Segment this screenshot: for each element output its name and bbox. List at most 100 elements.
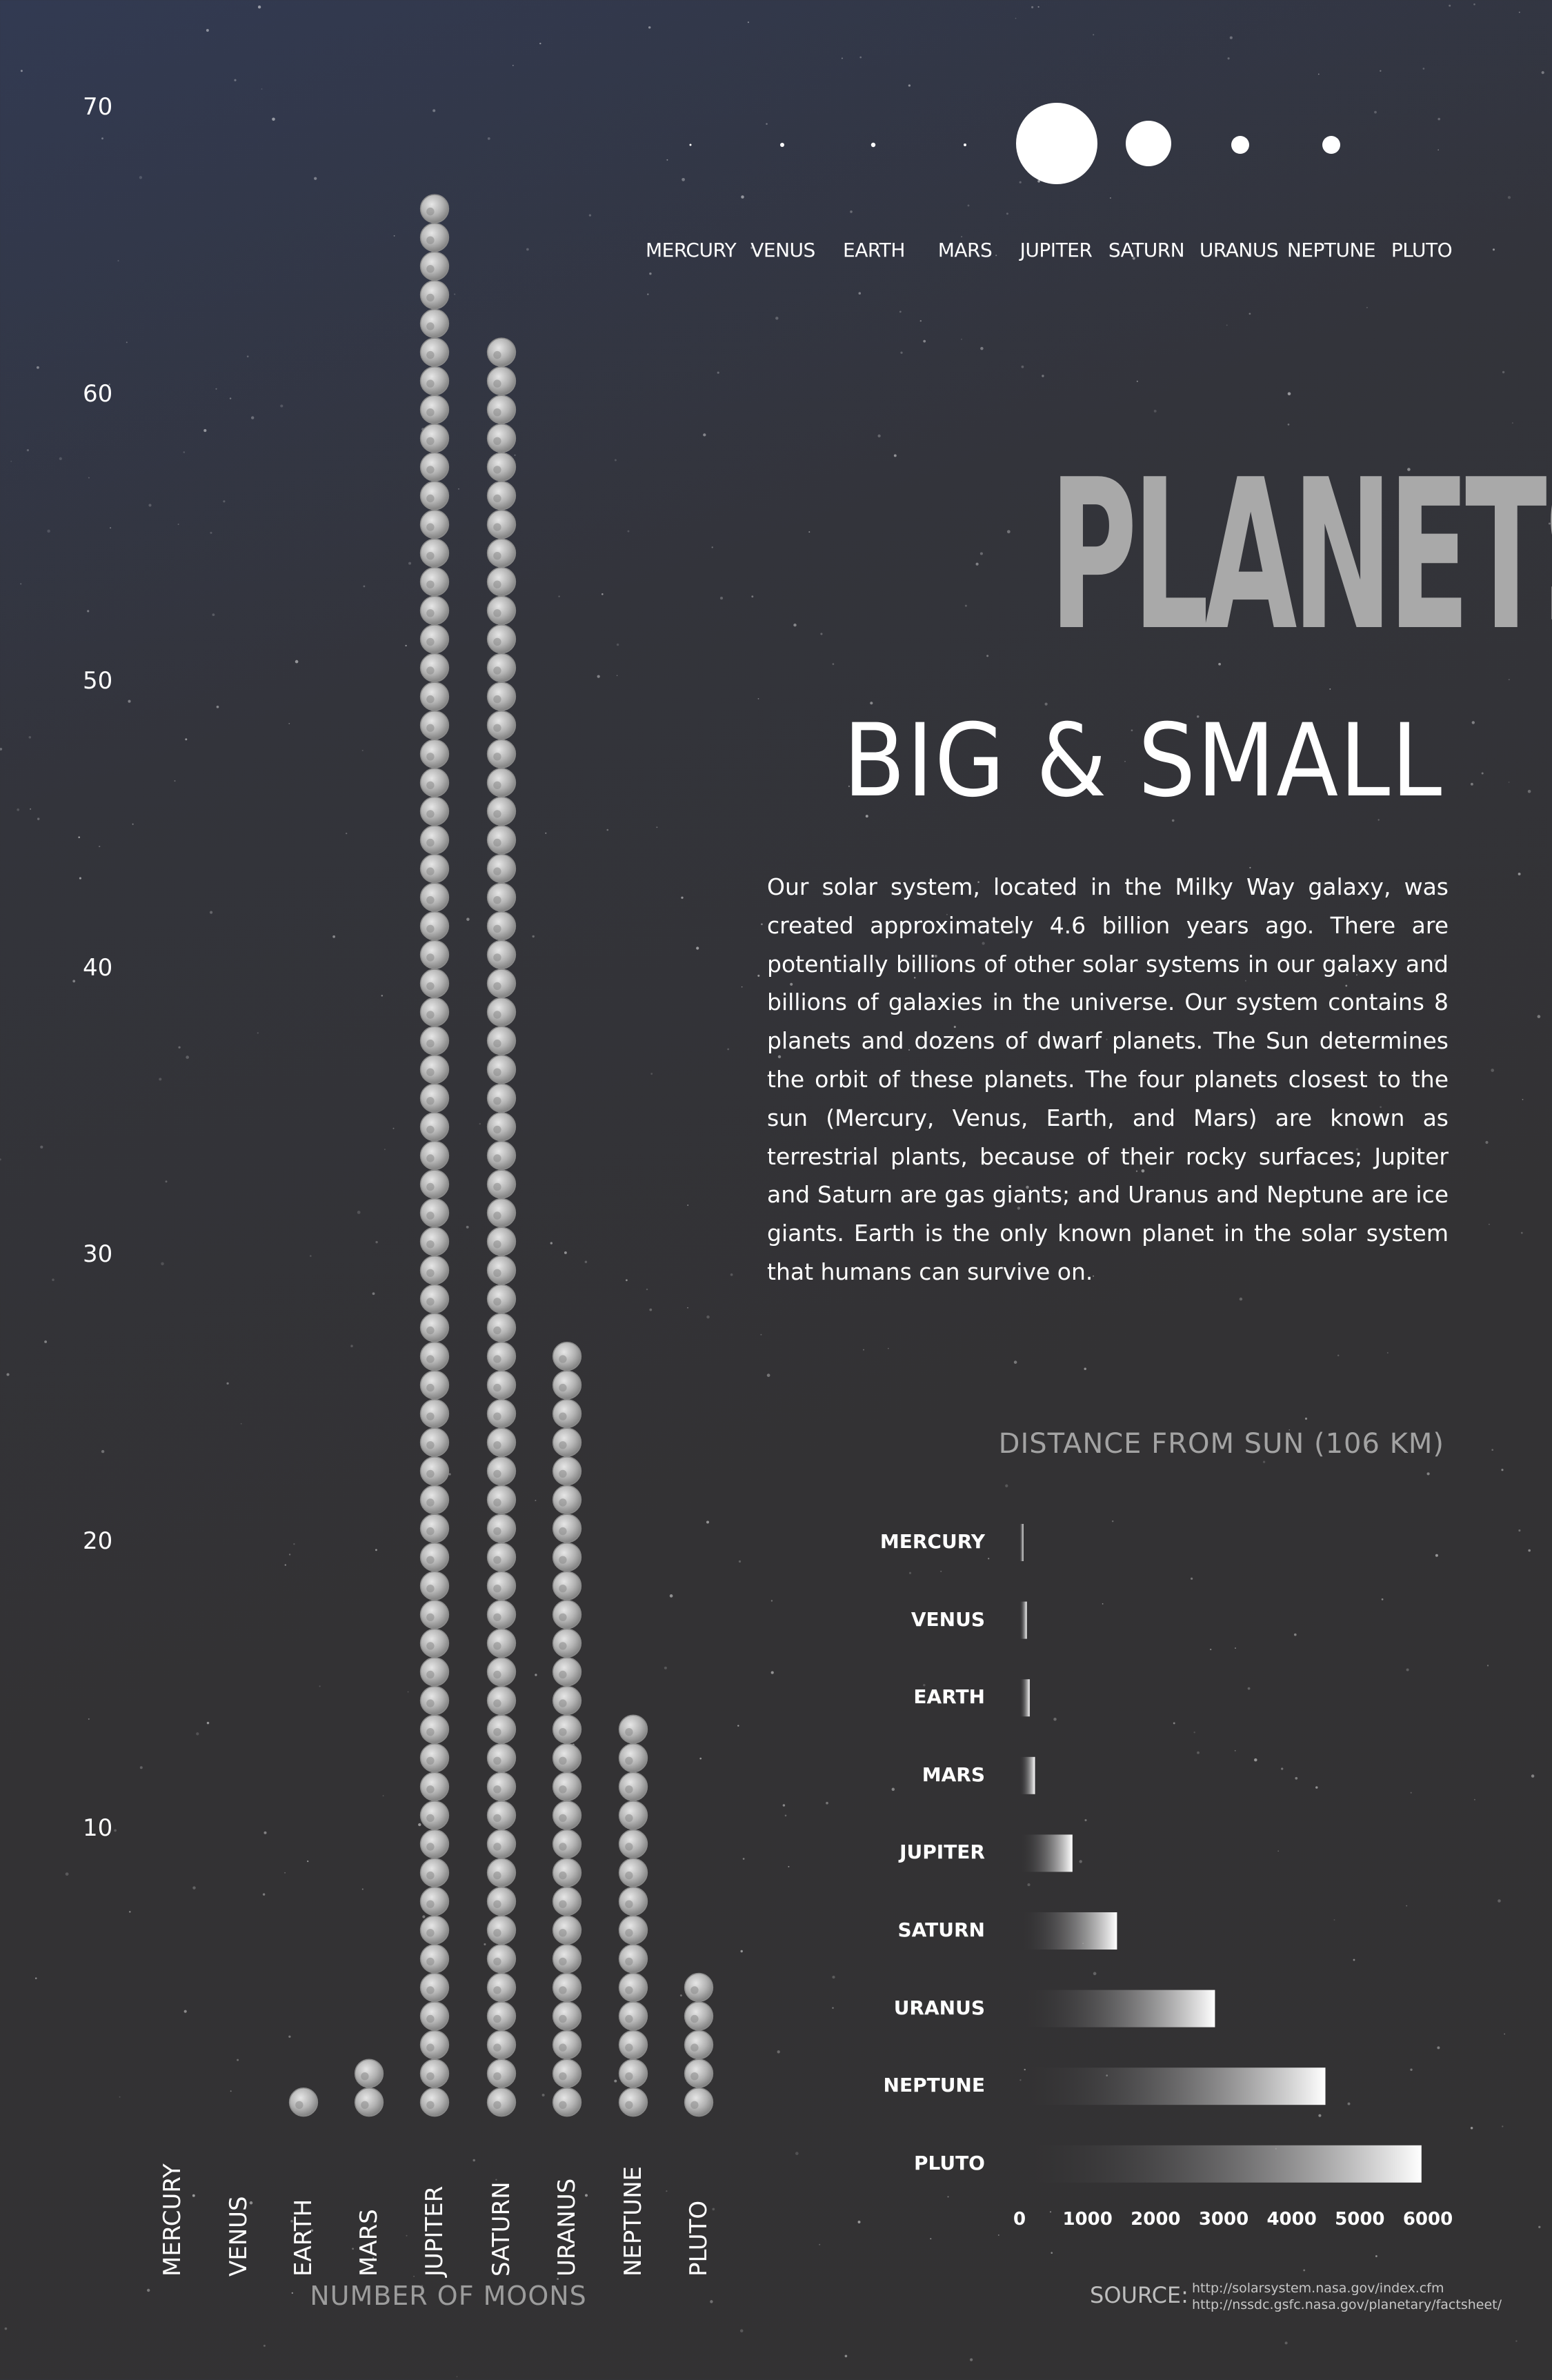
star: [52, 1278, 54, 1281]
star: [782, 1804, 786, 1807]
moon-marker: [419, 1514, 450, 1543]
star: [597, 675, 600, 678]
star: [20, 70, 23, 72]
star: [727, 1048, 730, 1051]
star: [37, 817, 40, 820]
distance-bar: [1019, 2145, 1422, 2183]
star: [1053, 1717, 1057, 1721]
star: [649, 272, 652, 275]
star: [859, 56, 862, 59]
star: [372, 2257, 375, 2259]
moon-marker: [684, 2088, 714, 2117]
star: [1491, 1069, 1495, 1072]
star: [1470, 782, 1473, 786]
star: [350, 1345, 353, 1347]
star: [161, 1262, 164, 1266]
star: [870, 702, 873, 705]
star: [1435, 1554, 1438, 1557]
moon-marker: [552, 1858, 582, 1887]
moon-marker: [618, 1743, 648, 1773]
star: [647, 293, 649, 295]
moon-marker: [486, 1427, 517, 1457]
star: [1015, 17, 1017, 19]
star: [1380, 70, 1382, 72]
star: [128, 700, 131, 703]
star: [1214, 602, 1216, 604]
star: [1422, 68, 1425, 70]
moon-marker: [486, 395, 517, 424]
star: [588, 214, 592, 217]
star: [1507, 196, 1511, 199]
moon-marker: [486, 1370, 517, 1400]
star: [249, 2201, 253, 2205]
star: [1345, 984, 1348, 987]
star: [930, 2238, 932, 2240]
planet-size-row: [689, 103, 1340, 184]
distance-x-tick: 3000: [1198, 2209, 1249, 2230]
moon-marker: [419, 280, 450, 310]
moon-marker: [684, 2030, 714, 2060]
mars-dot: [964, 143, 966, 146]
star: [393, 235, 395, 237]
star: [699, 1757, 702, 1760]
star: [384, 1149, 386, 1151]
star: [1021, 365, 1024, 368]
star: [1037, 6, 1039, 8]
star: [908, 84, 911, 87]
star: [858, 292, 862, 295]
star: [1498, 1899, 1501, 1903]
moon-marker: [419, 2059, 450, 2088]
star: [712, 2208, 715, 2211]
star: [1548, 522, 1551, 525]
moon-marker: [552, 1944, 582, 1974]
moon-marker: [486, 1657, 517, 1687]
star: [1226, 324, 1228, 326]
star: [820, 633, 823, 635]
source-url-1[interactable]: http://solarsystem.nasa.gov/index.cfm: [1192, 2281, 1444, 2296]
star: [558, 595, 560, 597]
distance-category-label: MERCURY: [879, 1530, 985, 1553]
star: [977, 881, 979, 883]
moon-marker: [486, 1054, 517, 1084]
star: [261, 88, 263, 90]
star: [139, 176, 143, 179]
star: [1153, 409, 1157, 413]
moon-marker: [486, 1284, 517, 1313]
star: [535, 1500, 537, 1502]
star: [997, 2234, 999, 2236]
star: [1406, 1668, 1409, 1672]
star: [1136, 380, 1138, 382]
source-url-2[interactable]: http://nssdc.gsfc.nasa.gov/planetary/fac…: [1192, 2297, 1502, 2312]
distance-x-tick: 5000: [1335, 2209, 1385, 2230]
star: [422, 1915, 426, 1918]
star: [961, 236, 963, 238]
moon-marker: [618, 2059, 648, 2088]
star: [777, 1055, 782, 1059]
star: [986, 655, 989, 657]
star: [212, 613, 215, 616]
moon-marker: [486, 1600, 517, 1629]
moon-marker: [486, 682, 517, 711]
moon-marker: [486, 1227, 517, 1256]
star: [995, 255, 997, 257]
moon-marker: [486, 1456, 517, 1486]
star: [766, 123, 768, 125]
star: [757, 698, 759, 700]
star: [1281, 1767, 1284, 1770]
star: [159, 1078, 162, 1081]
moon-marker: [684, 1972, 714, 2003]
star: [361, 749, 364, 751]
star: [114, 1829, 117, 1832]
star: [526, 248, 529, 251]
star: [293, 1543, 295, 1545]
moon-marker: [419, 509, 450, 539]
star: [666, 2190, 668, 2192]
star: [196, 1732, 199, 1736]
star: [1426, 1472, 1430, 1476]
star: [375, 1240, 378, 1244]
star: [1356, 974, 1357, 976]
moon-marker: [552, 1829, 582, 1859]
moon-marker: [552, 1886, 582, 1916]
source-label: SOURCE:: [1090, 2282, 1188, 2308]
moon-marker: [419, 2030, 450, 2060]
